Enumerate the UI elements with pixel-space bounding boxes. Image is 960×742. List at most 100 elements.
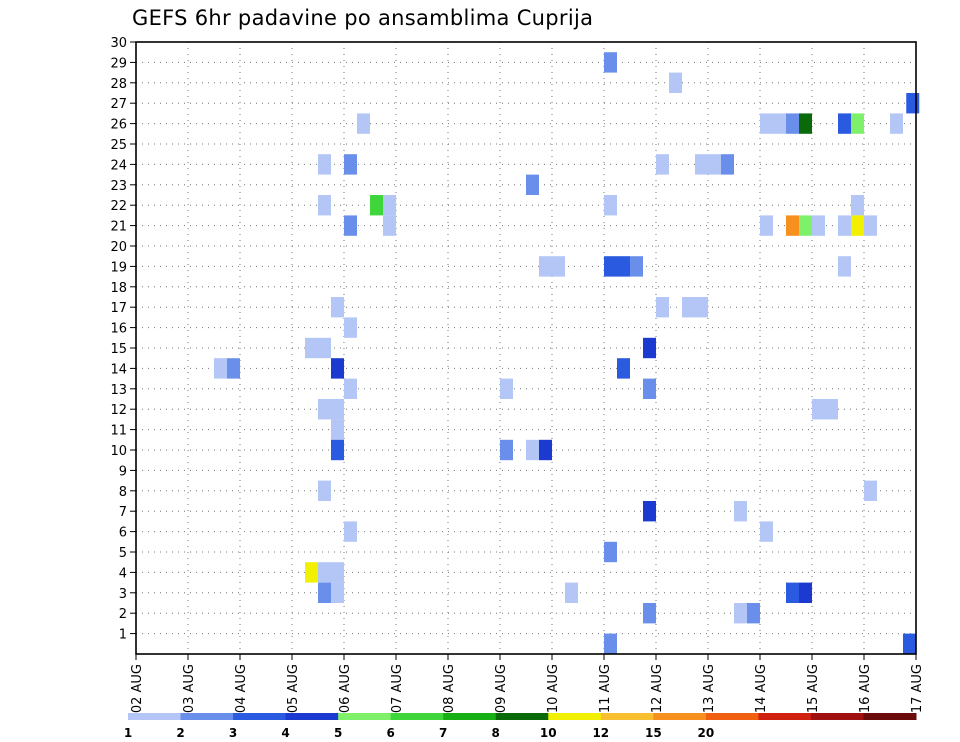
heatmap-cell [669,72,682,93]
heatmap-cell [305,337,318,359]
x-tick-label: 14 AUG [754,664,769,713]
heatmap-cell [708,154,721,175]
heatmap-cell [370,195,383,216]
y-tick-label: 17 [110,301,127,316]
heatmap-cell [357,113,370,134]
y-tick-label: 16 [110,322,127,337]
heatmap-cell [565,582,578,603]
x-tick-label: 05 AUG [286,664,301,713]
heatmap-cell [500,378,513,399]
x-tick-label: 02 AUG [130,664,145,713]
heatmap-cell [799,582,812,603]
colorbar-label: 7 [439,726,447,740]
x-tick-label: 07 AUG [390,664,405,713]
heatmap-cell [812,399,825,420]
colorbar-swatch [128,713,182,720]
heatmap-cell [318,582,331,603]
heatmap-cell [552,256,565,277]
y-tick-label: 11 [110,424,127,439]
heatmap-cell [318,562,331,583]
heatmap-cell [604,633,617,654]
heatmap-cell [318,154,331,175]
y-tick-label: 8 [119,485,127,500]
heatmap-cell [331,582,344,603]
colorbar-swatch [233,713,287,720]
heatmap-cell [734,501,747,522]
heatmap-cell [760,215,773,236]
heatmap-cell [786,113,799,134]
heatmap-cell [383,215,396,236]
colorbar-swatch [705,713,759,720]
y-tick-label: 5 [119,546,127,561]
heatmap-cells [214,52,920,654]
heatmap-cell [812,215,825,236]
x-tick-label: 09 AUG [494,664,509,713]
heatmap-cell [903,633,916,654]
heatmap-cell [734,603,747,624]
heatmap-cell [318,399,331,420]
colorbar-swatch [810,713,864,720]
y-tick-label: 21 [110,220,127,235]
y-tick-label: 20 [110,240,127,255]
colorbar-label: 10 [540,726,557,740]
colorbar-label: 12 [592,726,609,740]
colorbar-label: 5 [334,726,342,740]
y-tick-label: 3 [119,587,127,602]
heatmap-cell [695,297,708,318]
heatmap-cell [604,256,617,277]
heatmap-cell [383,195,396,216]
heatmap-cell [227,358,240,379]
heatmap-cell [906,93,920,114]
x-tick-label: 04 AUG [234,664,249,713]
heatmap-cell [604,541,617,563]
colorbar-label: 20 [698,726,715,740]
y-tick-label: 15 [110,342,127,357]
x-tick-label: 03 AUG [182,664,197,713]
y-tick-label: 30 [110,36,127,51]
colorbar-swatch [443,713,497,720]
colorbar-swatch [390,713,444,720]
colorbar-swatch [180,713,234,720]
heatmap-cell [331,419,344,440]
colorbar-swatch [338,713,392,720]
y-tick-label: 24 [110,158,127,173]
heatmap-cell [539,439,552,461]
heatmap-cell [344,215,357,236]
heatmap-cell [331,562,344,583]
x-tick-label: 10 AUG [546,664,561,713]
colorbar-swatch [600,713,654,720]
colorbar-label: 15 [645,726,662,740]
y-tick-label: 12 [110,403,127,418]
colorbar-legend: 1 2 3 4 5 6 7 8 10 12 15 20 [124,713,917,740]
heatmap-cell [773,113,786,134]
y-tick-label: 19 [110,260,127,275]
heatmap-cell [500,439,513,461]
colorbar-label: 6 [386,726,394,740]
y-tick-label: 4 [119,566,127,581]
heatmap-cell [539,256,552,277]
colorbar-label: 4 [281,726,289,740]
heatmap-cell [695,154,708,175]
y-axis: 1234567891011121314151617181920212223242… [110,36,136,643]
heatmap-cell [760,113,773,134]
heatmap-cell [656,297,669,318]
y-tick-label: 2 [119,607,127,622]
x-tick-label: 08 AUG [442,664,457,713]
y-tick-label: 26 [110,118,127,133]
y-tick-label: 14 [110,362,127,377]
y-tick-label: 9 [119,464,127,479]
heatmap-cell [747,603,760,624]
heatmap-cell [838,256,851,277]
y-tick-label: 13 [110,383,127,398]
x-tick-label: 15 AUG [806,664,821,713]
heatmap-cell [721,154,734,175]
x-tick-label: 06 AUG [338,664,353,713]
colorbar-label: 1 [124,726,132,740]
y-tick-label: 18 [110,281,127,296]
heatmap-cell [331,439,344,461]
heatmap-cell [604,52,617,73]
heatmap-cell [799,215,812,236]
heatmap-cell [344,521,357,542]
heatmap-cell [851,113,864,134]
